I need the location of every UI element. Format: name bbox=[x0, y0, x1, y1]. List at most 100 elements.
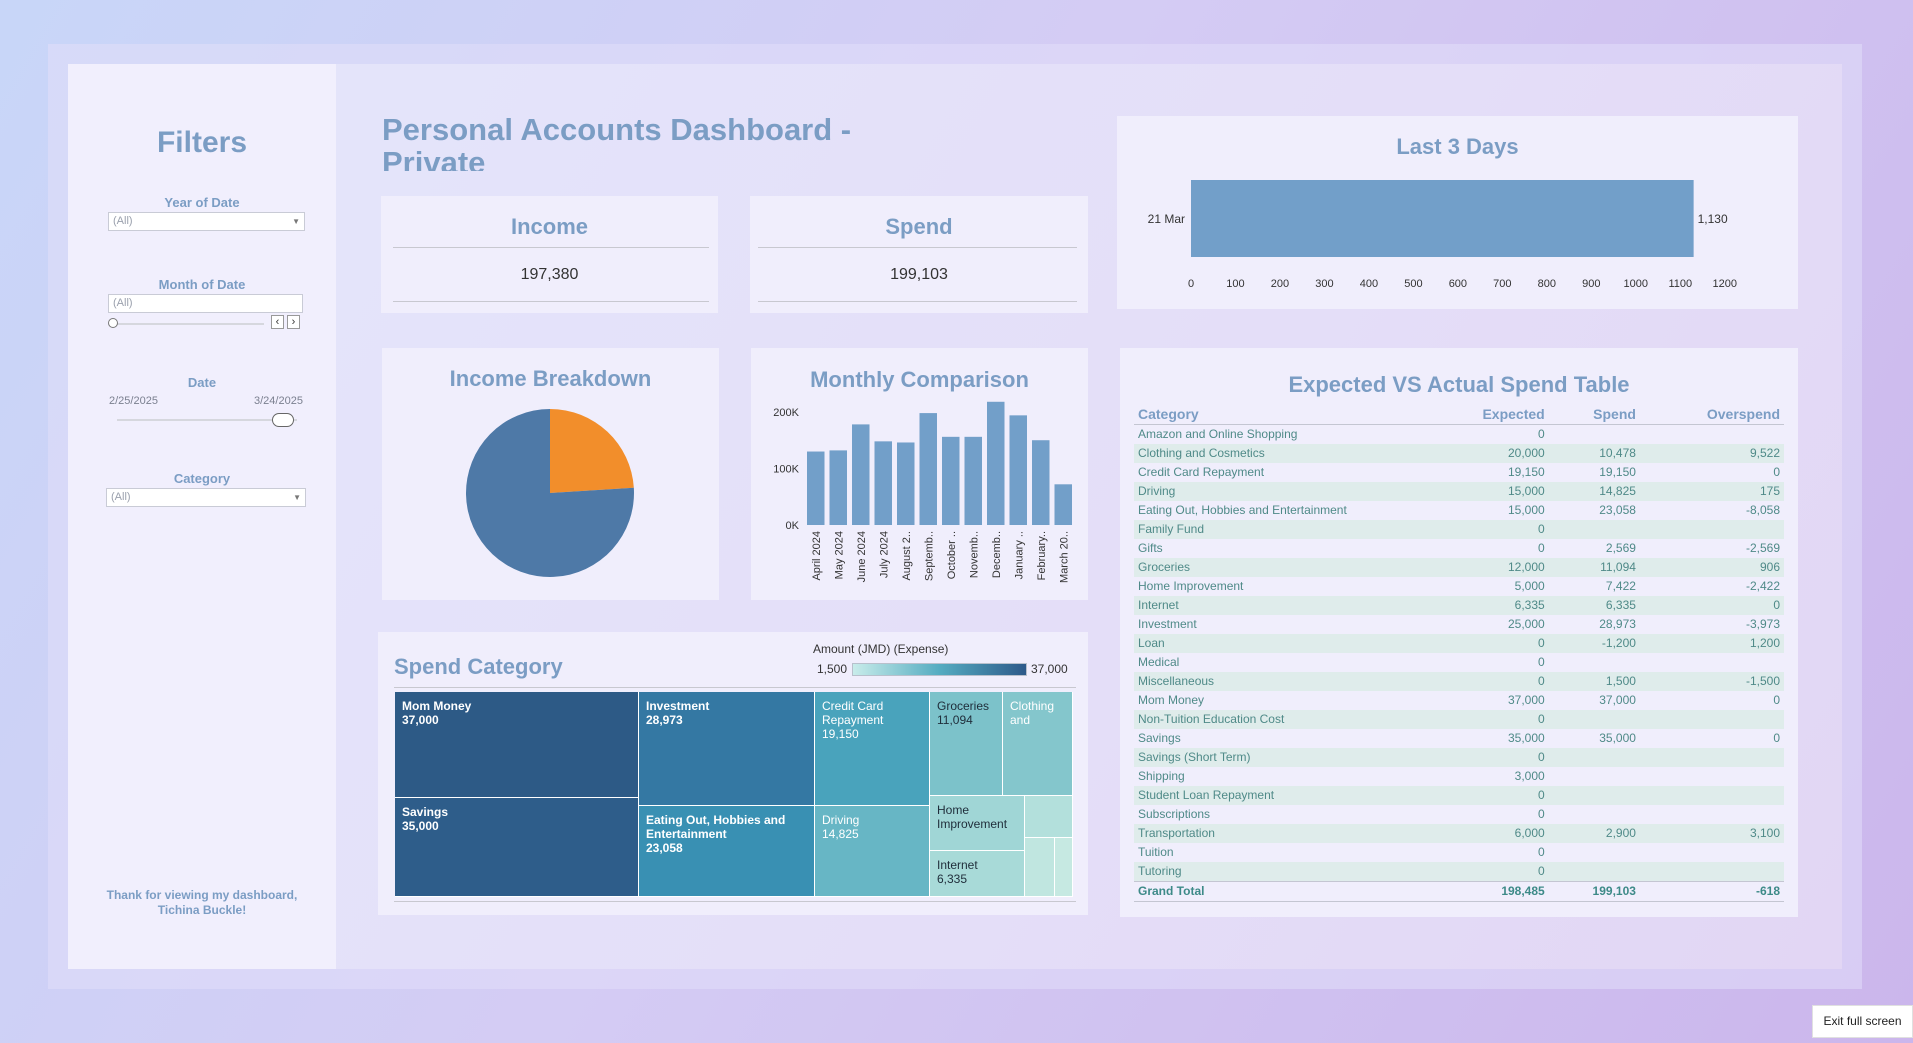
year-filter-dropdown[interactable]: (All) ▼ bbox=[108, 212, 305, 231]
bar[interactable] bbox=[1032, 440, 1050, 525]
cell-category: Credit Card Repayment bbox=[1138, 464, 1265, 479]
table-row[interactable]: Tuition 0 bbox=[1134, 843, 1784, 862]
chevron-left-icon: ‹ bbox=[275, 316, 280, 328]
treemap-tile[interactable]: Clothing and bbox=[1003, 692, 1073, 796]
table-row[interactable]: Clothing and Cosmetics 20,000 10,478 9,522 bbox=[1134, 443, 1784, 463]
treemap-tile[interactable] bbox=[1025, 796, 1073, 838]
bar[interactable] bbox=[964, 436, 983, 525]
cell-number bbox=[1639, 709, 1784, 729]
category-filter-label: Category bbox=[173, 471, 231, 486]
treemap-tile[interactable] bbox=[1055, 838, 1073, 897]
bar[interactable] bbox=[1191, 180, 1694, 257]
cell-number: 0 bbox=[1538, 806, 1545, 821]
cell-category: Savings (Short Term) bbox=[1134, 747, 1424, 767]
cell-number: 3,000 bbox=[1514, 768, 1545, 783]
treemap-tile[interactable]: Internet 6,335 bbox=[930, 851, 1025, 897]
table-row[interactable]: Loan 0 -1,200 1,200 bbox=[1134, 633, 1784, 653]
table-row[interactable]: Non-Tuition Education Cost 0 bbox=[1134, 709, 1784, 729]
cell-number: -1,200 bbox=[1548, 633, 1640, 653]
bar[interactable] bbox=[1009, 415, 1028, 525]
table-row[interactable]: Groceries 12,000 11,094 906 bbox=[1134, 557, 1784, 577]
table-row[interactable]: Gifts 0 2,569 -2,569 bbox=[1134, 539, 1784, 558]
bar[interactable] bbox=[807, 451, 825, 525]
color-legend-bar bbox=[852, 663, 1027, 676]
table-row[interactable]: Investment 25,000 28,973 -3,973 bbox=[1134, 615, 1784, 634]
cell-number: 906 bbox=[1639, 557, 1784, 577]
treemap-tile[interactable] bbox=[1025, 838, 1055, 897]
date-slider-track[interactable] bbox=[117, 419, 297, 421]
col-spend-header[interactable]: Spend bbox=[1548, 405, 1640, 425]
treemap-tile[interactable]: Savings 35,000 bbox=[395, 798, 639, 897]
tick-label: 400 bbox=[1360, 278, 1378, 290]
treemap-tile[interactable]: Credit Card Repayment 19,150 bbox=[815, 692, 930, 806]
bar[interactable] bbox=[942, 436, 960, 525]
table-row[interactable]: Tutoring 0 bbox=[1134, 861, 1784, 881]
month-filter-input[interactable]: (All) bbox=[108, 294, 303, 313]
cell-number: 10,478 bbox=[1548, 443, 1640, 463]
tile-value: 35,000 bbox=[402, 819, 439, 833]
table-row[interactable]: Credit Card Repayment 19,150 19,150 0 bbox=[1134, 463, 1784, 482]
table-row[interactable]: Subscriptions 0 bbox=[1134, 805, 1784, 824]
tick-label: Decemb.. bbox=[991, 531, 1003, 578]
cell-number bbox=[1548, 785, 1640, 805]
col-expected-header[interactable]: Expected bbox=[1424, 405, 1549, 425]
cell-number: 0 bbox=[1424, 633, 1549, 653]
category-label: 21 Mar bbox=[1148, 212, 1185, 226]
cell-number: 28,973 bbox=[1599, 616, 1636, 631]
income-title: Income bbox=[510, 214, 589, 239]
month-slider-handle[interactable] bbox=[108, 318, 118, 328]
thanks-line-1: Thank for viewing my dashboard, bbox=[106, 888, 298, 902]
table-row[interactable]: Medical 0 bbox=[1134, 653, 1784, 672]
cell-number: 0 bbox=[1424, 861, 1549, 881]
cell-category: Student Loan Repayment bbox=[1134, 785, 1424, 805]
table-row[interactable]: Driving 15,000 14,825 175 bbox=[1134, 481, 1784, 501]
bar[interactable] bbox=[987, 401, 1005, 525]
table-row[interactable]: Transportation 6,000 2,900 3,100 bbox=[1134, 823, 1784, 843]
table-row[interactable]: Eating Out, Hobbies and Entertainment 15,… bbox=[1134, 501, 1784, 520]
treemap-tile[interactable]: Home Improvement bbox=[930, 796, 1025, 851]
treemap-tile[interactable]: Investment 28,973 bbox=[639, 692, 815, 806]
table-row[interactable]: Savings (Short Term) 0 bbox=[1134, 747, 1784, 767]
tick-label: 0K bbox=[786, 520, 800, 532]
table-row[interactable]: Miscellaneous 0 1,500 -1,500 bbox=[1134, 671, 1784, 691]
pie-slice[interactable] bbox=[550, 409, 634, 493]
bar[interactable] bbox=[874, 441, 893, 525]
month-next-button[interactable]: › bbox=[287, 315, 300, 329]
date-range-handle[interactable] bbox=[272, 413, 294, 427]
table-row[interactable]: Shipping 3,000 bbox=[1134, 767, 1784, 786]
category-filter-dropdown[interactable]: (All) ▼ bbox=[106, 488, 306, 507]
exit-fullscreen-button[interactable]: Exit full screen bbox=[1812, 1005, 1913, 1038]
tile-label: Credit Card Repayment bbox=[822, 699, 884, 727]
chevron-right-icon: › bbox=[291, 316, 296, 328]
pie-slice[interactable] bbox=[466, 409, 634, 577]
table-row[interactable]: Home Improvement 5,000 7,422 -2,422 bbox=[1134, 577, 1784, 596]
bar[interactable] bbox=[852, 424, 870, 525]
table-row[interactable]: Family Fund 0 bbox=[1134, 519, 1784, 539]
treemap-tile[interactable]: Groceries 11,094 bbox=[930, 692, 1003, 796]
bar[interactable] bbox=[829, 450, 848, 525]
cell-category: Tutoring bbox=[1134, 861, 1424, 881]
table-row[interactable]: Savings 35,000 35,000 0 bbox=[1134, 729, 1784, 748]
cell-category: Miscellaneous bbox=[1134, 671, 1424, 691]
treemap-tile[interactable]: Driving 14,825 bbox=[815, 806, 930, 897]
col-overspend-header[interactable]: Overspend bbox=[1639, 405, 1784, 425]
bar[interactable] bbox=[897, 442, 915, 525]
table-row[interactable]: Mom Money 37,000 37,000 0 bbox=[1134, 691, 1784, 710]
month-prev-button[interactable]: ‹ bbox=[271, 315, 284, 329]
month-slider-track[interactable] bbox=[112, 323, 264, 325]
table-row[interactable]: Amazon and Online Shopping 0 bbox=[1134, 424, 1784, 444]
treemap-tile[interactable]: Eating Out, Hobbies and Entertainment 23… bbox=[639, 806, 815, 897]
bar[interactable] bbox=[919, 413, 938, 525]
treemap-tile[interactable]: Mom Money 37,000 bbox=[395, 692, 639, 798]
filters-title: Filters bbox=[156, 126, 248, 159]
col-category-header[interactable]: Category bbox=[1134, 405, 1424, 425]
table-row[interactable]: Student Loan Repayment 0 bbox=[1134, 785, 1784, 805]
table-row[interactable]: Internet 6,335 6,335 0 bbox=[1134, 595, 1784, 615]
cell-number: 0 bbox=[1424, 519, 1549, 539]
bar[interactable] bbox=[1054, 484, 1073, 525]
divider bbox=[758, 247, 1077, 248]
income-breakdown-title: Income Breakdown bbox=[449, 366, 652, 391]
cell-number: 19,150 bbox=[1508, 464, 1545, 479]
cell-category: Gifts bbox=[1138, 540, 1163, 555]
tile-value: 28,973 bbox=[646, 713, 683, 727]
